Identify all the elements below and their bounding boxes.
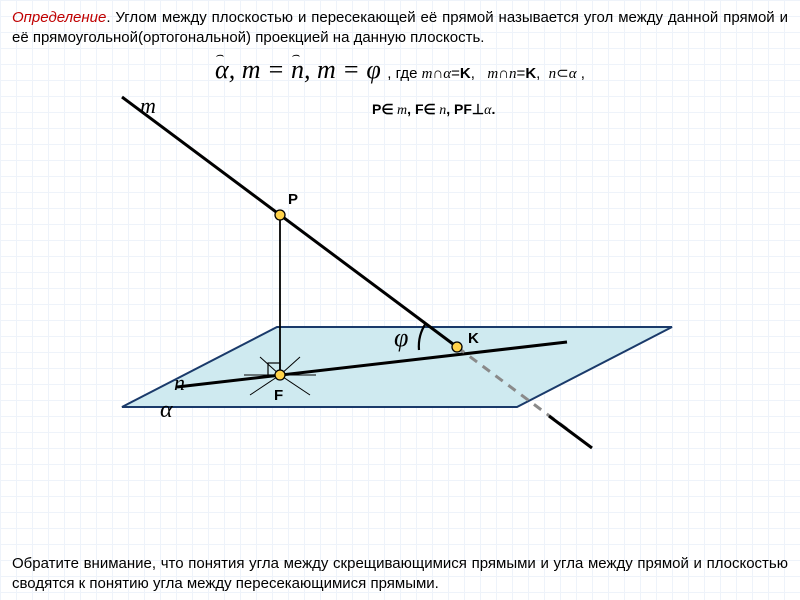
point-k (452, 342, 462, 352)
label-m: m (140, 93, 156, 119)
point-p (275, 210, 285, 220)
label-k-text: K (468, 330, 479, 347)
label-p-text: P (288, 191, 298, 208)
definition-block: Определение. Углом между плоскостью и пе… (12, 8, 788, 49)
formula-line: α⌢, m = n⌢, m = φ , где m∩α=K, m∩n=K, n⊂… (12, 55, 788, 85)
formula-tail-prefix: , где (387, 65, 421, 82)
label-phi: φ (394, 323, 408, 353)
diagram: P∈ m, F∈ n, PF⊥α. (12, 87, 792, 457)
content-area: Определение. Углом между плоскостью и пе… (0, 0, 800, 600)
label-alpha: α (160, 397, 173, 424)
label-n: n (174, 370, 185, 396)
definition-text: . Углом между плоскостью и пересекающей … (12, 9, 788, 46)
label-f-text: F (274, 387, 283, 404)
line-m-upper (122, 97, 457, 347)
line-m-lower (549, 416, 592, 448)
point-f (275, 370, 285, 380)
definition-label: Определение (12, 9, 106, 26)
formula-conditions: , где m∩α=K, m∩n=K, n⊂α , (387, 65, 585, 82)
formula-main: α⌢, m = n⌢, m = φ (215, 55, 387, 84)
diagram-svg (12, 87, 792, 457)
